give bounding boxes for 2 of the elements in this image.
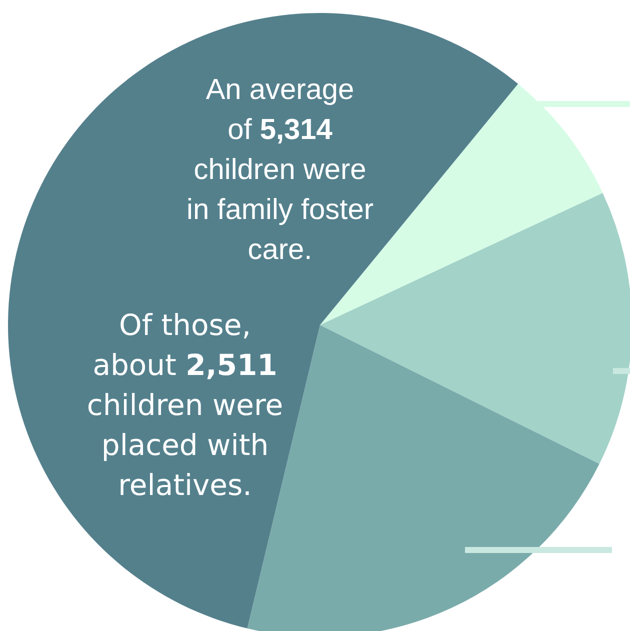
text: Of those, about 2,511 children were placed with relatives. xyxy=(86,308,284,502)
text: An average of 5,314 children were in family foster care. xyxy=(186,74,374,266)
